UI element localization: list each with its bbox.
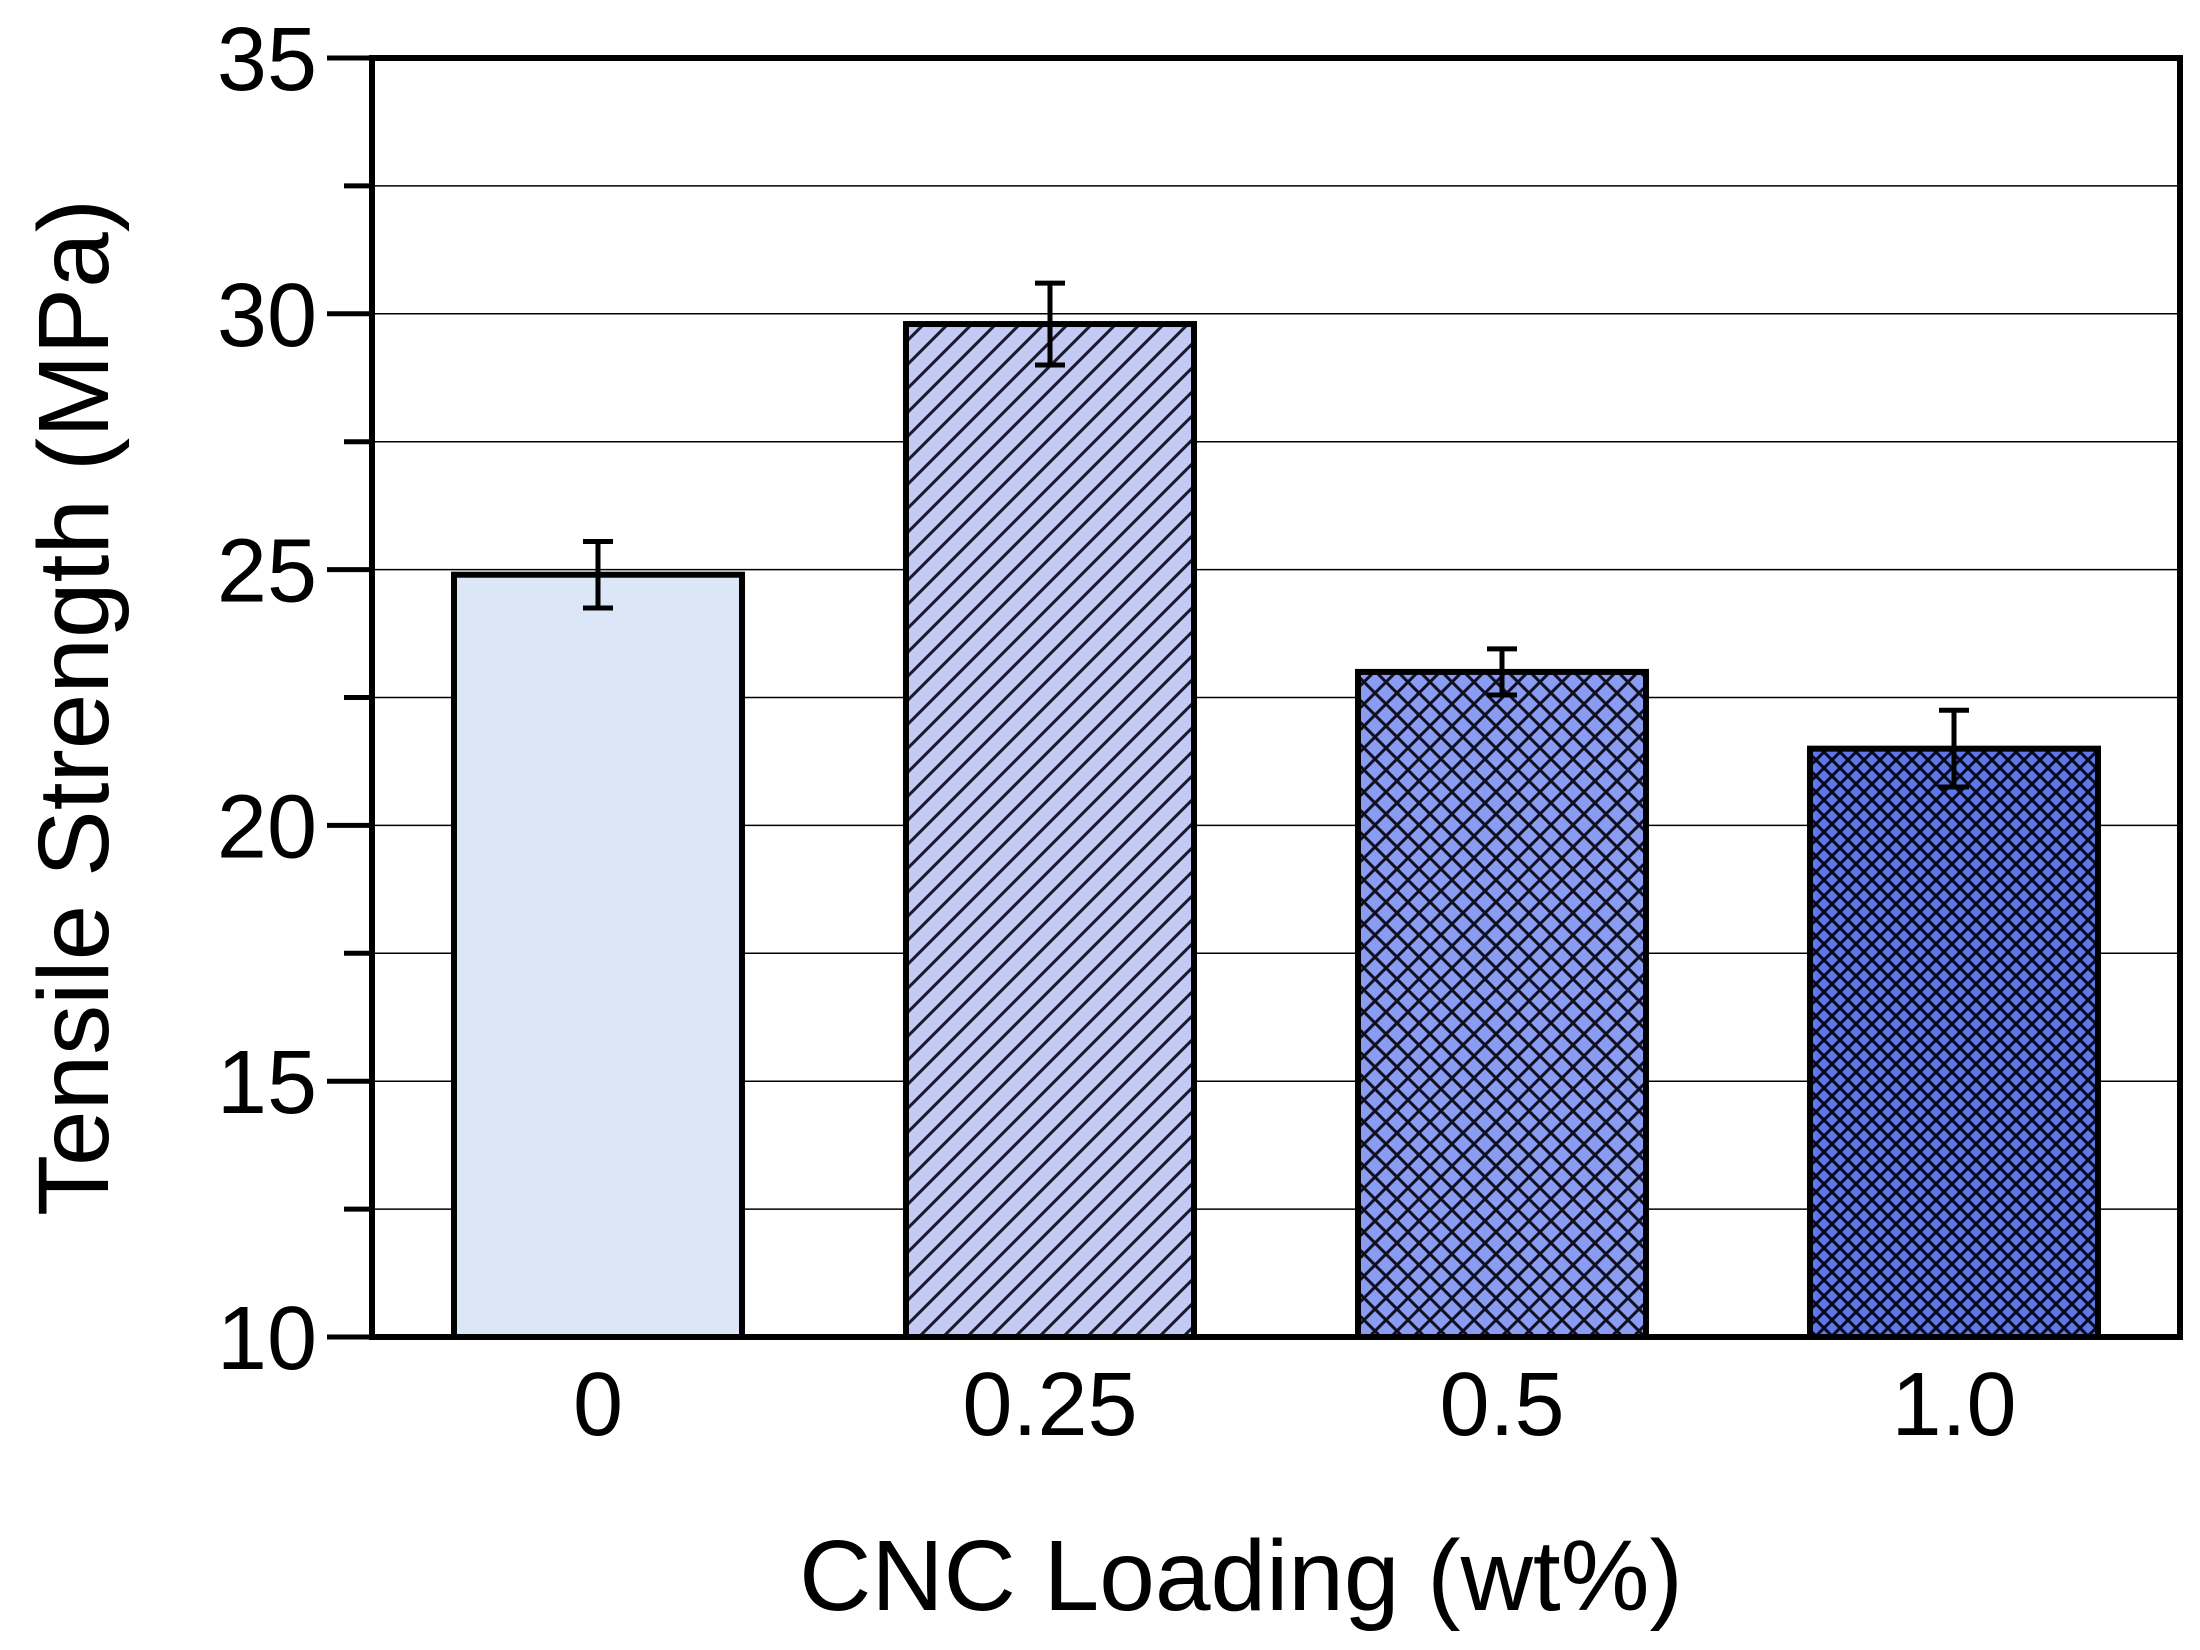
y-tick-label: 35 [217, 10, 317, 110]
bars [451, 280, 2101, 1341]
x-tick-label: 0.25 [962, 1355, 1137, 1455]
bar-0.5 [1355, 668, 1649, 1340]
labels: 0 0.25 0.5 1.0 10 15 20 25 30 35 CNC Loading (wt%)… [18, 10, 2017, 1632]
y-axis-title: Tensile Strength (MPa) [18, 199, 130, 1216]
y-tick-label: 25 [217, 522, 317, 622]
x-tick-label: 1.0 [1891, 1355, 2016, 1455]
bar-0.25 [903, 321, 1197, 1341]
axes [327, 55, 2183, 1340]
bar-1.0 [1807, 745, 2101, 1340]
y-tick-label: 20 [217, 777, 317, 877]
bar-0 [451, 571, 745, 1340]
y-tick-label: 10 [217, 1289, 317, 1389]
y-tick-label: 15 [217, 1033, 317, 1133]
y-tick-label: 30 [217, 266, 317, 366]
x-tick-label: 0.5 [1439, 1355, 1564, 1455]
x-tick-label: 0 [573, 1355, 623, 1455]
x-axis-title: CNC Loading (wt%) [799, 1520, 1683, 1632]
